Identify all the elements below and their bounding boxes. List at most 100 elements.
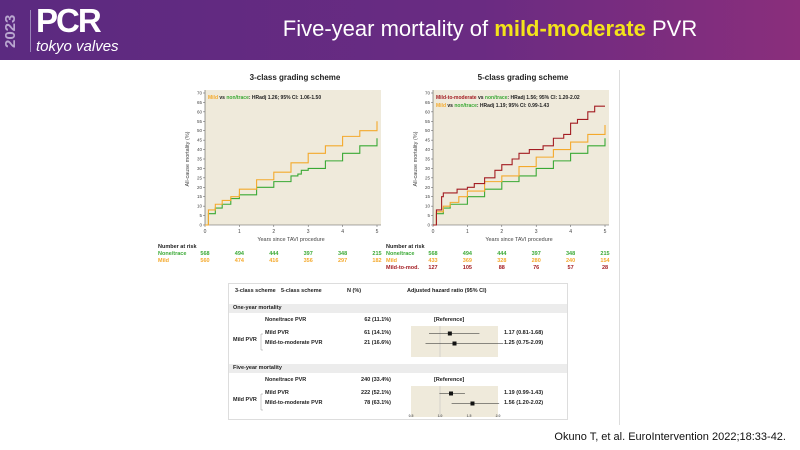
row-n: 78 (63.1%) [364,400,391,406]
x-tick-label: 0 [432,229,435,235]
annotation-part: non/trace [226,95,249,101]
y-tick-label: 35 [197,157,203,162]
risk-value: 88 [498,265,505,271]
forest-tick-label: 2.0 [496,414,501,418]
hr-annotation: Mild vs non/trace: HRadj 1.19; 95% CI: 0… [436,103,549,109]
y-axis-label: All-cause mortality (%) [185,131,191,186]
risk-value: 297 [338,258,348,264]
row-n: 240 (33.4%) [361,377,391,383]
risk-row-label: Mild-to-mod. [386,265,419,271]
logo-divider [30,10,31,52]
y-tick-label: 5 [427,213,430,218]
y-tick-label: 30 [425,166,431,171]
risk-value: 240 [566,258,576,264]
risk-value: 416 [269,258,279,264]
risk-value: 397 [303,251,313,257]
logo-pcr: PCR [36,2,102,39]
annotation-part: vs [218,95,227,101]
risk-value: 154 [600,258,610,264]
risk-value: 444 [269,251,279,257]
risk-value: 474 [234,258,244,264]
risk-value: 494 [462,251,472,257]
row-n: 21 (16.6%) [364,340,391,346]
y-tick-label: 45 [425,138,431,143]
annotation-part: vs [476,95,485,101]
y-tick-label: 55 [197,119,203,124]
y-tick-label: 20 [425,185,431,190]
y-tick-label: 30 [197,166,203,171]
y-tick-label: 15 [197,194,203,199]
title-text: Five-year mortality of [282,16,495,41]
risk-value: 57 [567,265,574,271]
y-tick-label: 15 [425,194,431,199]
row-label: Mild-to-moderate PVR [265,400,323,406]
risk-row-label: Mild [386,258,397,264]
annotation-part: Mild [436,103,446,109]
row-n: 222 (52.1%) [361,390,391,396]
y-tick-label: 0 [199,223,202,228]
risk-row-label: Mild [158,258,169,264]
forest-svg: 0.5 1.0 1.5 2.0 [260,326,504,418]
risk-value: 182 [372,258,382,264]
row-label: Mild-to-moderate PVR [265,340,323,346]
plot-area [433,90,609,225]
x-tick-label: 4 [341,229,344,235]
annotation-part: non/trace [454,103,477,109]
series-line-mild-to-mod- [433,105,605,226]
x-tick-label: 2 [500,229,503,235]
y-tick-label: 65 [197,100,203,105]
hr-point [449,391,454,396]
group-title: One-year mortality [233,305,282,311]
y-axis-label: All-cause mortality (%) [413,131,419,186]
forest-shaded-area [411,386,498,417]
forest-tick-label: 1.0 [438,414,443,418]
risk-value: 280 [531,258,541,264]
risk-value: 348 [566,251,576,257]
logo-year: 2023 [2,14,19,48]
y-tick-label: 10 [425,204,431,209]
group-label: Mild PVR [233,397,257,403]
row-hr-text: 1.19 (0.99-1.43) [504,390,544,396]
row-label: None/trace PVR [265,377,307,383]
series-line-none-trace [205,138,378,226]
row-hr-text: [Reference] [434,377,465,383]
slide-title: Five-year mortality of mild-moderate PVR [230,16,750,42]
x-axis-label: Years since TAVI procedure [485,237,552,243]
y-tick-label: 0 [427,223,430,228]
risk-value: 433 [428,258,438,264]
risk-value: 215 [600,251,610,257]
y-tick-label: 65 [425,100,431,105]
row-label: None/trace PVR [265,317,307,323]
y-tick-label: 25 [197,175,203,180]
risk-value: 568 [428,251,438,257]
series-line-mild [205,121,378,226]
title-text-end: PVR [645,16,698,41]
y-tick-label: 40 [197,147,203,152]
group-title: Five-year mortality [233,365,282,371]
series-line-mild [433,125,606,226]
y-tick-label: 10 [197,204,203,209]
group-band [229,304,567,313]
row-hr-text: 1.17 (0.81-1.68) [504,330,544,336]
x-tick-label: 4 [569,229,572,235]
risk-table-label: Number at risk [158,244,197,250]
x-tick-label: 5 [604,229,607,235]
column-header: 3-class scheme [235,288,276,294]
risk-table-label: Number at risk [386,244,425,250]
annotation-part: : HRadj 1.56; 95% CI: 1.20-2.02 [507,95,580,101]
x-tick-label: 2 [272,229,275,235]
risk-value: 127 [428,265,438,271]
x-tick-label: 3 [535,229,538,235]
panel-title: 3-class grading scheme [249,73,341,82]
risk-value: 369 [462,258,472,264]
risk-value: 568 [200,251,210,257]
hr-point [452,341,457,346]
y-tick-label: 50 [425,128,431,133]
risk-value: 444 [497,251,507,257]
risk-row-label: None/trace [386,251,415,257]
y-tick-label: 50 [197,128,203,133]
hr-point [470,401,475,406]
risk-value: 105 [462,265,472,271]
risk-value: 28 [601,265,609,271]
